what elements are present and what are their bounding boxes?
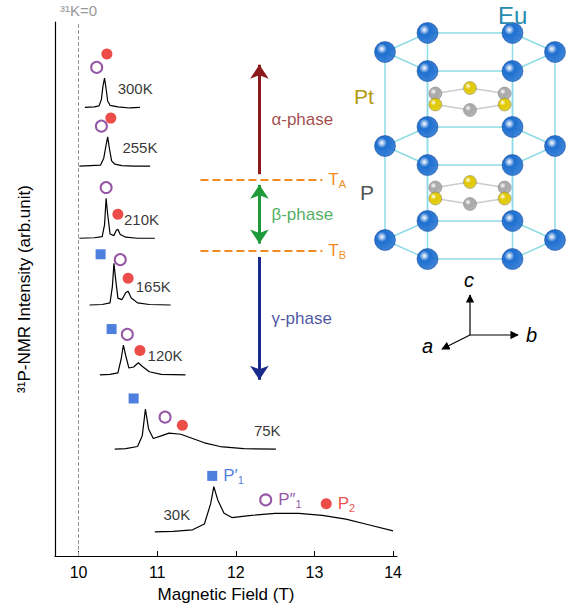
svg-text:P: P (360, 181, 374, 204)
svg-text:B: B (339, 249, 346, 261)
svg-text:12: 12 (227, 564, 245, 581)
svg-text:Eu: Eu (498, 2, 527, 29)
svg-text:c: c (464, 269, 474, 291)
svg-text:255K: 255K (122, 139, 157, 156)
svg-text:P″: P″ (278, 490, 295, 509)
svg-text:T: T (328, 170, 338, 189)
svg-text:³¹K=0: ³¹K=0 (60, 2, 97, 19)
svg-text:β-phase: β-phase (271, 205, 333, 224)
svg-text:T: T (328, 241, 338, 260)
svg-text:120K: 120K (148, 347, 183, 364)
svg-text:10: 10 (70, 564, 88, 581)
svg-text:1: 1 (238, 474, 244, 486)
svg-text:b: b (526, 324, 537, 346)
svg-text:P′: P′ (223, 466, 238, 485)
svg-text:11: 11 (149, 564, 166, 581)
svg-text:³¹P-NMR Intensity (arb.unit): ³¹P-NMR Intensity (arb.unit) (15, 185, 34, 393)
svg-text:A: A (339, 178, 347, 190)
svg-text:a: a (422, 335, 433, 357)
svg-text:13: 13 (306, 564, 324, 581)
svg-text:30K: 30K (164, 506, 191, 523)
svg-text:210K: 210K (124, 211, 159, 228)
svg-text:14: 14 (384, 564, 402, 581)
svg-text:α-phase: α-phase (271, 110, 333, 129)
svg-text:Magnetic Field (T): Magnetic Field (T) (158, 585, 295, 604)
svg-text:2: 2 (349, 502, 355, 514)
svg-text:75K: 75K (254, 422, 281, 439)
svg-text:165K: 165K (136, 278, 171, 295)
svg-text:γ-phase: γ-phase (271, 309, 331, 328)
svg-text:300K: 300K (118, 80, 153, 97)
svg-text:Pt: Pt (354, 85, 374, 108)
svg-text:1: 1 (296, 498, 302, 510)
svg-text:P: P (338, 494, 349, 513)
